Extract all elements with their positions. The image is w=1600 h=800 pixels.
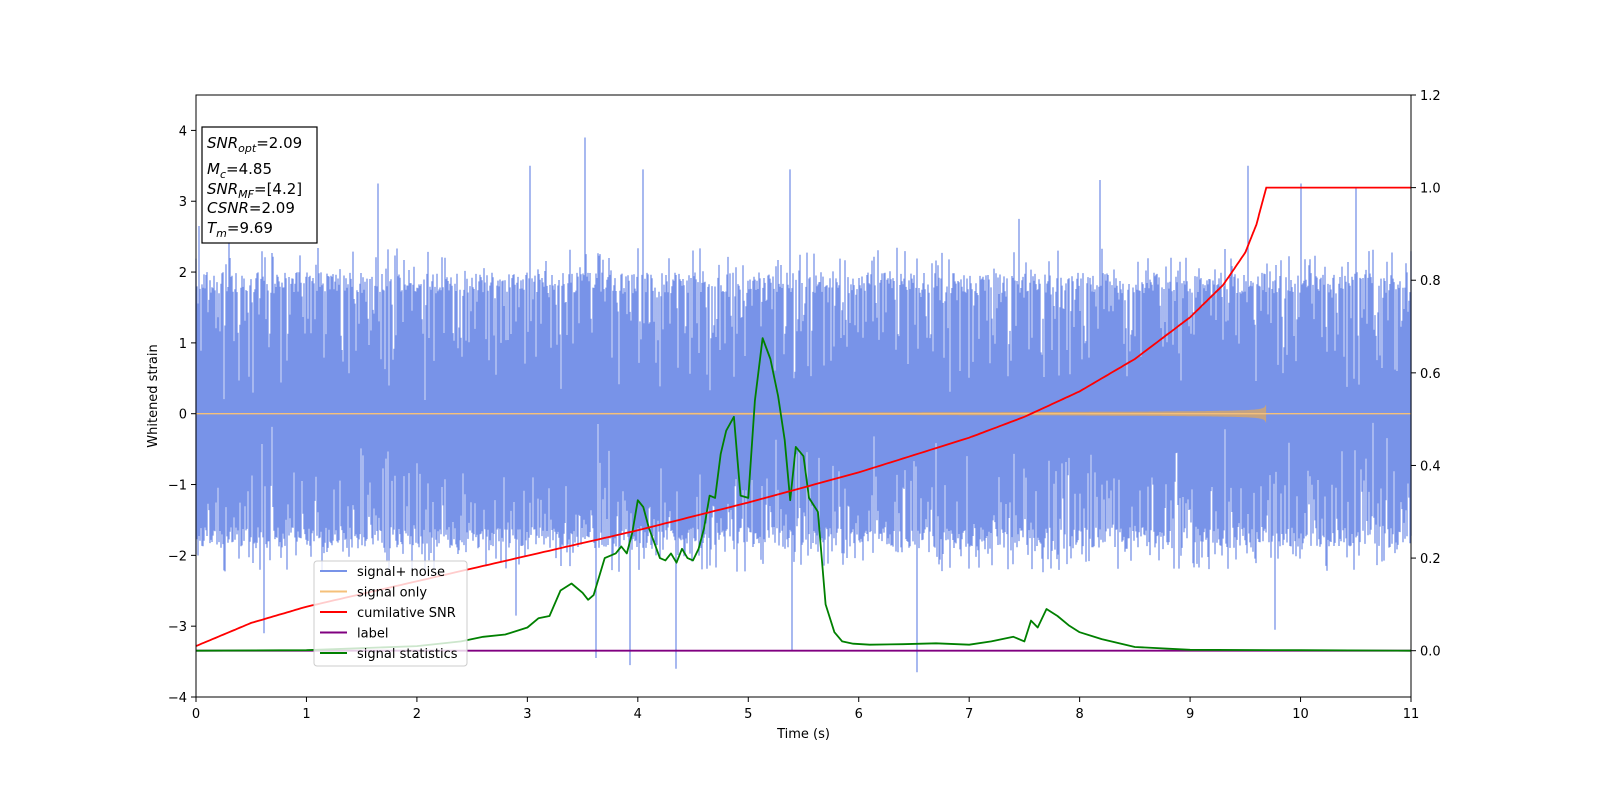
annotation-line: Tm=9.69 [207,219,273,240]
x-axis: 0 1 2 3 4 5 6 7 8 9 10 11 [192,697,1419,722]
x-tick-label: 9 [1186,707,1194,722]
x-tick-label: 2 [413,707,421,722]
x-tick-label: 5 [744,707,752,722]
signal-only-series [196,404,1411,423]
legend: signal+ noise signal only cumilative SNR la… [313,560,468,667]
right-y-axis: 0.0 0.2 0.4 0.6 0.8 1.0 1.2 [1411,89,1441,660]
x-tick-label: 7 [965,707,973,722]
legend-frame [313,560,468,667]
right-y-tick-label: 1.0 [1420,182,1441,197]
right-y-tick-label: 0.2 [1420,552,1441,567]
right-y-tick-label: 0.4 [1420,459,1441,474]
left-y-axis: −4 −3 −2 −1 0 1 2 3 4 [168,124,196,706]
x-tick-label: 10 [1292,707,1309,722]
y-tick-label: −2 [168,549,187,564]
legend-entry: signal statistics [357,647,458,662]
y-tick-label: 3 [179,195,187,210]
y-tick-label: −1 [168,479,187,494]
y-tick-label: 2 [179,266,187,281]
y-tick-label: −3 [168,620,187,635]
legend-entry: label [357,627,388,642]
y-axis-label: Whitened strain [146,344,161,447]
y-tick-label: −4 [168,691,187,706]
right-y-tick-label: 0.8 [1420,274,1441,289]
signal-statistics-line [195,337,1412,652]
y-tick-label: 4 [179,124,187,139]
x-axis-label: Time (s) [776,727,830,742]
annotation-line: SNRopt=2.09 [207,134,302,155]
x-tick-label: 0 [192,707,200,722]
axes-frame [195,94,1412,698]
x-tick-label: 1 [302,707,310,722]
annotation-frame [201,126,318,244]
x-tick-label: 6 [855,707,863,722]
y-tick-label: 0 [179,408,187,423]
annotation-line: CSNR=2.09 [207,199,295,217]
right-y-tick-label: 0.6 [1420,367,1441,382]
annotation-line: SNRMF=[4.2] [207,180,302,201]
plot-frame [195,94,1412,698]
annotation-line: Mc=4.85 [207,160,272,181]
x-tick-label: 3 [523,707,531,722]
x-tick-label: 11 [1403,707,1420,722]
x-tick-label: 4 [634,707,642,722]
legend-entry: signal+ noise [357,565,445,580]
legend-entry: signal only [357,586,427,601]
legend-entry: cumilative SNR [357,606,456,621]
x-tick-label: 8 [1075,707,1083,722]
right-y-tick-label: 1.2 [1420,89,1441,104]
y-tick-label: 1 [179,337,187,352]
right-y-tick-label: 0.0 [1420,645,1441,660]
